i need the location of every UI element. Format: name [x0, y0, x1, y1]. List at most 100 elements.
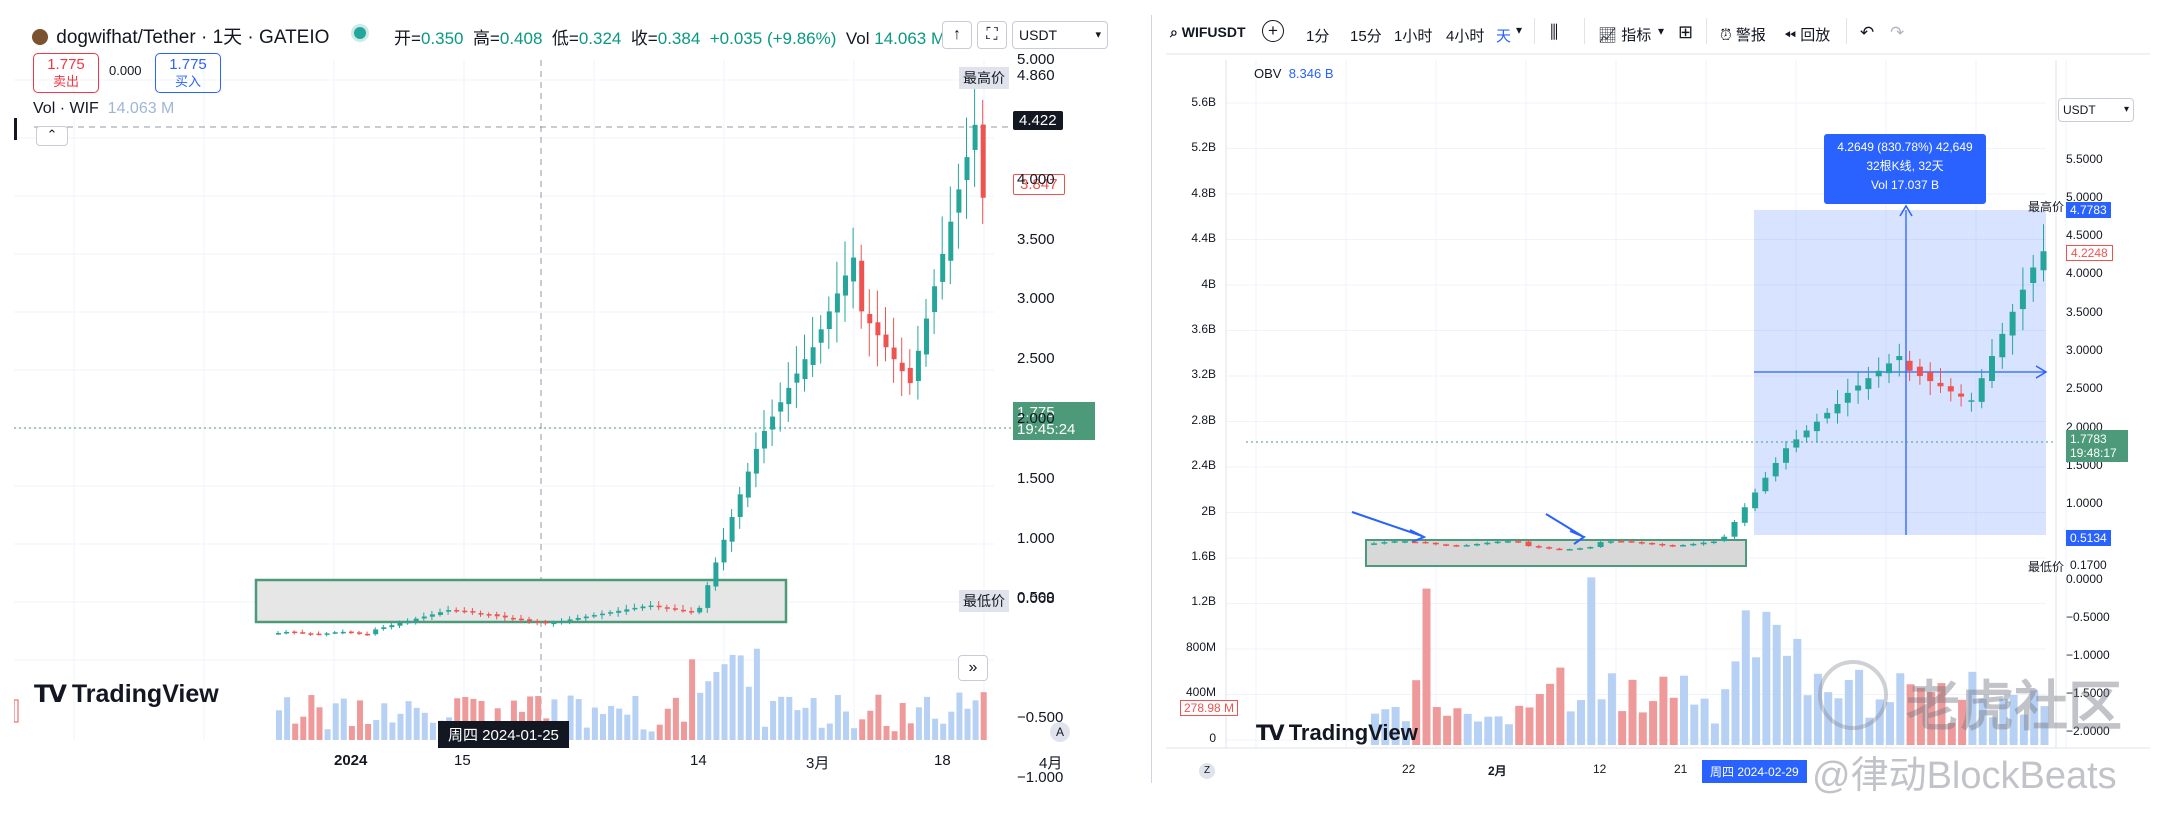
volume-bar — [915, 707, 922, 740]
price-axis-label: 1.500 — [1017, 469, 1055, 487]
last-price-tag: 3.847 — [1013, 174, 1065, 195]
volume-bar — [932, 718, 939, 740]
candle-body — [1649, 542, 1656, 545]
candle-body — [1566, 549, 1573, 551]
candle-body — [721, 539, 727, 563]
interval-dropdown-icon[interactable]: ▾ — [1516, 23, 1523, 37]
time-axis-label: 21 — [1674, 762, 1688, 776]
interval-15m[interactable]: 15分 — [1350, 28, 1382, 45]
price-axis-label: 4.000 — [1017, 170, 1055, 188]
volume-bar — [1556, 667, 1565, 745]
candle-body — [1855, 385, 1862, 391]
right-chart-canvas[interactable] — [1166, 0, 2150, 790]
indicators-button[interactable]: 📈︎ 指标 — [1598, 27, 1652, 44]
toolbar-divider-4 — [1846, 18, 1847, 44]
alerts-button[interactable]: ⏰︎ 警报 — [1720, 27, 1766, 44]
left-symbol-title[interactable]: dogwifhat/Tether · 1天 · GATEIO — [32, 22, 329, 49]
auto-scale-button[interactable]: A — [1050, 722, 1070, 742]
collapse-legend-button[interactable]: ⌃ — [36, 126, 68, 146]
interval-1h[interactable]: 1小时 — [1394, 28, 1433, 45]
candle-body — [802, 359, 808, 380]
candle-body — [883, 334, 889, 348]
undo-button[interactable]: ↶ — [1860, 23, 1874, 43]
annotation-arrow-head-1 — [1409, 529, 1427, 543]
candle-type-icon[interactable]: ⫼ — [1550, 22, 1559, 42]
candle-body — [762, 430, 767, 449]
volume-bar — [389, 722, 396, 740]
right-last-price-tag: 4.2248 — [2066, 245, 2113, 261]
volume-bar — [1958, 699, 1967, 745]
undo-icon: ↶ — [1860, 23, 1875, 42]
candle-body — [1556, 548, 1563, 551]
volume-bar — [1978, 698, 1987, 745]
volume-bar — [859, 719, 866, 740]
candle-body — [899, 362, 905, 372]
candle-body — [980, 124, 986, 198]
volume-bar — [826, 723, 833, 740]
obv-axis-label: 1.2B — [1191, 594, 1216, 609]
candle-body — [1525, 541, 1532, 547]
right-currency-select[interactable]: USDT ▾ — [2058, 98, 2134, 122]
candle-body — [1535, 546, 1542, 548]
scroll-to-realtime-button[interactable]: » — [958, 655, 988, 681]
time-axis-label: 4月 — [1039, 755, 1063, 772]
interval-4h[interactable]: 4小时 — [1446, 28, 1485, 45]
watermark-brand: 老虎社区 — [1906, 677, 2122, 737]
candle-body — [405, 620, 411, 624]
volume-bar — [1947, 722, 1956, 745]
annotation-arrow-head-2 — [1569, 530, 1587, 545]
volume-bar — [964, 708, 971, 740]
volume-bar — [1607, 673, 1616, 745]
sell-button[interactable]: 1.775 卖出 — [33, 53, 99, 93]
volume-bar — [2040, 706, 2049, 745]
candle-body — [2009, 311, 2016, 336]
price-axis-label: 2.500 — [1017, 350, 1055, 368]
fullscreen-button[interactable]: ⛶ — [977, 21, 1007, 49]
candle-body — [689, 611, 695, 613]
time-axis-label: 2月 — [1488, 764, 1507, 778]
volume-bar — [373, 720, 380, 740]
candle-body — [1577, 548, 1583, 550]
candle-body — [429, 614, 435, 617]
interval-1d[interactable]: 天 — [1496, 28, 1512, 45]
volume-bar — [381, 703, 388, 740]
price-axis-label: 0.0000 — [2066, 572, 2103, 586]
time-axis-label: 2024 — [334, 752, 368, 769]
volume-bar — [405, 701, 412, 740]
currency-select[interactable]: USDT ▾ — [1012, 21, 1108, 49]
candle-body — [632, 607, 638, 610]
compare-add-button[interactable]: + — [1262, 20, 1284, 42]
buy-price: 1.775 — [169, 56, 207, 73]
volume-bar — [1999, 699, 2008, 745]
layouts-icon[interactable]: ⊞ — [1678, 22, 1694, 42]
symbol-search[interactable]: ⌕ WIFUSDT — [1170, 24, 1246, 40]
volume-bar — [454, 698, 461, 740]
volume-bar — [527, 696, 534, 740]
buy-button[interactable]: 1.775 买入 — [155, 53, 221, 93]
volume-bar — [1649, 701, 1658, 745]
candle-body — [1381, 542, 1388, 544]
redo-button[interactable]: ↷ — [1890, 23, 1904, 43]
volume-bar — [1680, 675, 1688, 745]
candle-body — [656, 605, 662, 608]
buy-label: 买入 — [174, 74, 201, 89]
volume-bar — [292, 723, 299, 740]
volume-bar — [851, 728, 858, 740]
candle-body — [1546, 547, 1553, 549]
volume-bar — [1875, 699, 1884, 745]
share-button[interactable]: ↑ — [942, 21, 972, 49]
left-chart-canvas[interactable] — [14, 0, 1148, 790]
volume-bar — [340, 698, 347, 740]
volume-bar — [1432, 707, 1441, 745]
volume-bar — [940, 723, 947, 740]
volume-bar — [745, 686, 752, 740]
indicators-dropdown-icon[interactable]: ▾ — [1658, 24, 1665, 38]
candle-body — [705, 585, 711, 608]
volume-bar — [1577, 700, 1585, 745]
candle-body — [1793, 439, 1800, 448]
volume-bar — [972, 700, 979, 740]
interval-1m[interactable]: 1分 — [1306, 28, 1330, 45]
zoom-button[interactable]: Z — [1199, 763, 1215, 779]
price-axis-label: 3.000 — [1017, 290, 1055, 308]
replay-button[interactable]: ⏪︎ 回放 — [1784, 27, 1831, 44]
